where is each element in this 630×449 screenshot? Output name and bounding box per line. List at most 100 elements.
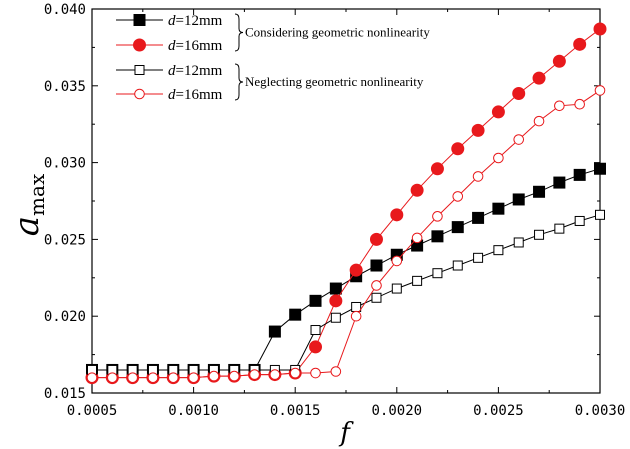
y-axis-title: amax <box>7 173 49 236</box>
series-1-point <box>370 259 383 272</box>
series-4-point <box>391 255 403 267</box>
series-2-point <box>491 105 505 119</box>
series-4-point <box>208 370 220 382</box>
series-2-point <box>532 71 546 85</box>
legend-label: d=12mm <box>168 63 223 79</box>
series-2-point <box>349 263 363 277</box>
series-4-point <box>127 372 138 383</box>
legend-marker <box>133 38 146 52</box>
svg-text:amax: amax <box>7 173 49 236</box>
legend-entry-3: d=12mm <box>116 63 223 79</box>
series-3-point <box>493 245 504 256</box>
series-1-point <box>492 202 505 215</box>
series-4-point <box>594 85 606 96</box>
series-layer <box>85 22 607 385</box>
series-4-point <box>350 310 362 322</box>
series-2-point <box>552 54 566 68</box>
series-2-point <box>329 294 343 308</box>
series-4-point <box>188 372 199 383</box>
series-2-point <box>369 232 383 246</box>
series-4-point <box>513 134 525 145</box>
x-axis-title: f <box>338 418 354 448</box>
y-axis-title-main: a <box>7 216 47 236</box>
series-4-point <box>330 366 342 377</box>
series-4-point <box>147 372 159 383</box>
legend-marker <box>134 65 145 75</box>
series-1-point <box>472 211 485 224</box>
y-tick-label: 0.025 <box>44 232 86 248</box>
legend-label-rest: =16mm <box>176 38 223 54</box>
legend-marker <box>134 88 145 100</box>
series-1-point <box>289 308 302 321</box>
legend-label-rest: =16mm <box>176 87 223 103</box>
series-3-line <box>92 214 601 371</box>
legend-entry-1: d=12mm <box>116 13 223 29</box>
series-3-point <box>534 229 545 240</box>
series-1-point <box>268 325 281 338</box>
legend-entry-4: d=16mm <box>116 87 223 103</box>
series-4-point <box>574 98 585 110</box>
series-2-point <box>512 86 526 100</box>
x-tick-label: 0.0015 <box>270 403 321 419</box>
y-tick-label: 0.020 <box>44 309 86 325</box>
series-3-point <box>574 215 585 226</box>
x-tick-label: 0.0005 <box>67 403 118 419</box>
legend-label-var: d <box>168 38 176 54</box>
series-1-point <box>309 294 322 307</box>
y-tick-label: 0.035 <box>44 79 86 95</box>
legend-label-rest: =12mm <box>176 13 223 29</box>
series-3-point <box>473 252 484 263</box>
series-4-point <box>228 370 240 382</box>
series-4-point <box>167 372 179 383</box>
series-4 <box>86 85 606 383</box>
y-tick-label: 0.030 <box>44 156 86 172</box>
series-3-point <box>452 260 463 271</box>
series-3-point <box>371 292 382 303</box>
legend-label-var: d <box>168 13 176 29</box>
series-4-point <box>554 100 565 112</box>
series-4-point <box>310 367 321 379</box>
x-tick-labels: 0.0005 0.0010 0.0015 0.0020 0.0025 0.0030 <box>67 403 626 419</box>
series-1-point <box>573 168 586 181</box>
legend-label: d=12mm <box>168 13 223 29</box>
legend-group-label: Considering geometric nonlinearity <box>245 25 430 40</box>
series-4-point <box>452 191 464 202</box>
series-4-point <box>371 280 382 291</box>
series-1-point <box>329 282 342 295</box>
series-4-point <box>411 232 423 244</box>
series-4-point <box>249 369 260 380</box>
series-3-point <box>330 312 341 323</box>
series-2-point <box>410 183 424 197</box>
series-1-point <box>512 193 525 206</box>
legend-label: d=16mm <box>168 38 223 54</box>
series-2-point <box>430 162 444 176</box>
series-3-point <box>412 275 423 286</box>
series-3-point <box>595 209 605 220</box>
series-4-line <box>92 89 601 379</box>
legend-brace <box>234 63 244 101</box>
series-4-point <box>289 367 301 379</box>
x-tick-label: 0.0030 <box>575 403 626 419</box>
y-tick-labels: 0.015 0.020 0.025 0.030 0.035 0.040 <box>44 2 86 402</box>
series-4-point <box>107 372 118 383</box>
legend-label: d=16mm <box>168 87 223 103</box>
series-4-point <box>269 369 281 380</box>
axis-ticks <box>91 8 601 394</box>
series-3-point <box>432 268 443 279</box>
series-2-point <box>573 37 587 51</box>
legend-label-var: d <box>168 63 176 79</box>
y-axis-title-sub: max <box>25 173 49 216</box>
legend-entry-2: d=16mm <box>116 38 223 54</box>
series-2-point <box>309 340 323 354</box>
series-2-point <box>471 123 485 137</box>
series-4-point <box>432 211 443 222</box>
x-tick-label: 0.0020 <box>372 403 423 419</box>
series-3 <box>87 209 605 375</box>
legend-brace <box>234 13 244 52</box>
series-4-point <box>86 372 98 383</box>
series-1-point <box>533 185 546 198</box>
x-tick-label: 0.0025 <box>473 403 524 419</box>
legend-group-label: Neglecting geometric nonlinearity <box>245 74 424 89</box>
